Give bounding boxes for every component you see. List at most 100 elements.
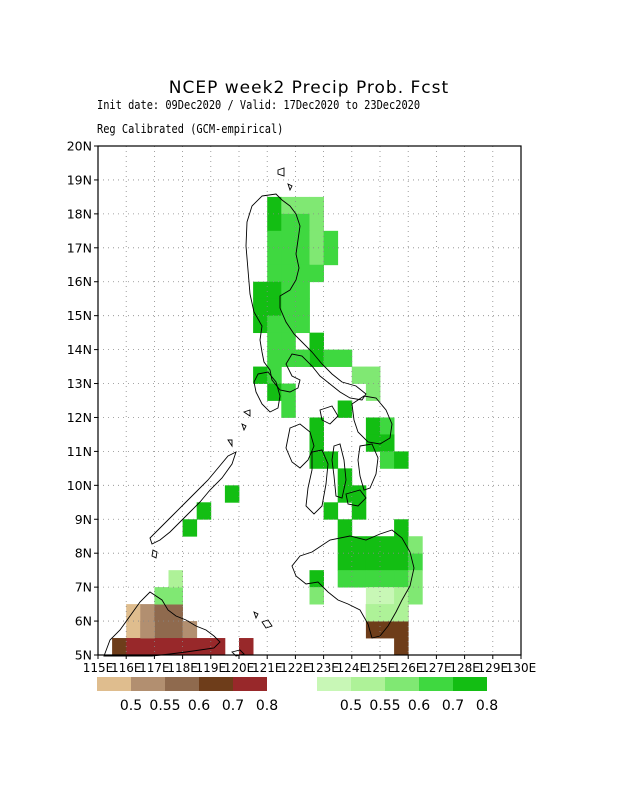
wet-legend-swatch <box>317 677 351 691</box>
wet-cell <box>323 451 339 469</box>
lon-tick-label: 124E <box>337 661 368 675</box>
wet-cell <box>267 213 282 232</box>
wet-cell <box>337 485 353 503</box>
lon-tick-label: 118E <box>167 661 198 675</box>
valid-period-subtitle: Init date: 09Dec2020 / Valid: 17Dec2020 … <box>97 98 421 112</box>
dry-legend-swatch <box>165 677 199 691</box>
lat-tick-label: 9N <box>75 512 92 527</box>
wet-legend-swatch <box>385 677 419 691</box>
wet-cell <box>309 247 324 266</box>
wet-cell <box>380 417 395 435</box>
coast-panay <box>285 423 315 469</box>
wet-cell <box>394 553 409 571</box>
wet-cell <box>408 587 423 605</box>
dry-legend-swatch <box>199 677 233 691</box>
wet-cell <box>281 332 296 350</box>
wet-cell <box>281 349 296 367</box>
wet-cell <box>281 400 296 418</box>
lat-tick-label: 7N <box>75 580 92 595</box>
wet-cell <box>351 366 367 384</box>
wet-cell <box>337 570 353 588</box>
wet-cell <box>309 332 324 350</box>
wet-cell <box>253 366 268 384</box>
dry-cell <box>168 604 183 622</box>
dry-legend-label: 0.6 <box>188 698 210 714</box>
wet-cell <box>281 213 296 232</box>
wet-cell <box>224 485 240 503</box>
wet-cell <box>394 519 409 537</box>
dry-cell <box>196 638 212 656</box>
wet-cell <box>351 553 367 571</box>
wet-cell <box>267 315 282 334</box>
wet-cell <box>365 553 381 571</box>
dry-cell <box>380 621 395 639</box>
dry-cell <box>140 638 155 656</box>
wet-legend-label: 0.6 <box>408 698 430 714</box>
wet-cell <box>323 230 339 249</box>
lon-tick-label: 121E <box>252 661 283 675</box>
wet-cell <box>365 366 381 384</box>
dry-cell <box>140 621 155 639</box>
wet-cell <box>253 281 268 300</box>
wet-cell <box>154 587 169 605</box>
wet-cell <box>309 264 324 283</box>
lat-tick-label: 17N <box>67 240 92 255</box>
dry-legend-label: 0.7 <box>222 698 244 714</box>
dry-legend-label: 0.55 <box>149 698 180 714</box>
wet-cell <box>309 196 324 215</box>
wet-cell <box>323 349 339 367</box>
wet-cell <box>281 315 296 334</box>
wet-cell <box>309 230 324 249</box>
wet-cell <box>323 247 339 266</box>
wet-cell <box>365 536 381 554</box>
lon-tick-label: 117E <box>139 661 170 675</box>
dry-legend-swatch <box>233 677 267 691</box>
lat-tick-label: 5N <box>75 648 92 663</box>
wet-cell <box>267 281 282 300</box>
lon-tick-label: 122E <box>280 661 311 675</box>
coast-samar <box>351 395 393 445</box>
dry-legend-label: 0.8 <box>256 698 278 714</box>
lat-tick-label: 13N <box>67 376 92 391</box>
wet-cell <box>295 213 310 232</box>
lat-tick-label: 20N <box>67 139 92 154</box>
dry-cell <box>154 638 169 656</box>
wet-cell <box>394 536 409 554</box>
wet-cell <box>351 485 367 503</box>
wet-cell <box>168 587 183 605</box>
wet-cell <box>380 536 395 554</box>
dry-cell <box>154 621 169 639</box>
coast-bohol <box>345 489 367 507</box>
dry-cell <box>182 638 198 656</box>
dry-cell <box>126 621 141 639</box>
dry-cell <box>394 621 409 639</box>
wet-cell <box>281 383 296 401</box>
wet-cell <box>337 400 353 418</box>
coast-luzon <box>245 193 367 401</box>
lon-tick-label: 120E <box>224 661 255 675</box>
coast-palawan <box>149 451 237 545</box>
lon-tick-label: 115E <box>83 661 114 675</box>
wet-cell <box>281 230 296 249</box>
lat-tick-label: 10N <box>67 478 92 493</box>
dry-cell <box>239 638 254 656</box>
wet-cell <box>408 553 423 571</box>
dry-cell <box>210 638 226 656</box>
coast-negros <box>305 449 329 515</box>
wet-cell <box>309 570 324 588</box>
coast-borneo <box>103 591 221 657</box>
coast-leyte <box>357 443 379 491</box>
wet-cell <box>365 417 381 435</box>
wet-cell <box>182 519 198 537</box>
wet-cell <box>281 196 296 215</box>
wet-cell <box>309 587 324 605</box>
wet-cell <box>365 587 381 605</box>
wet-cell <box>267 298 282 317</box>
wet-cell <box>351 570 367 588</box>
calibration-subtitle: Reg Calibrated (GCM-empirical) <box>97 122 284 136</box>
wet-cell <box>337 468 353 486</box>
dry-cell <box>154 604 169 622</box>
lon-tick-label: 125E <box>365 661 396 675</box>
wet-cell <box>365 604 381 622</box>
